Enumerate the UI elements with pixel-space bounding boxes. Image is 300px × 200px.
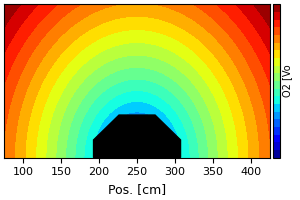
Polygon shape	[94, 115, 181, 158]
Y-axis label: O2 [Vo: O2 [Vo	[282, 65, 292, 97]
X-axis label: Pos. [cm]: Pos. [cm]	[108, 183, 166, 196]
